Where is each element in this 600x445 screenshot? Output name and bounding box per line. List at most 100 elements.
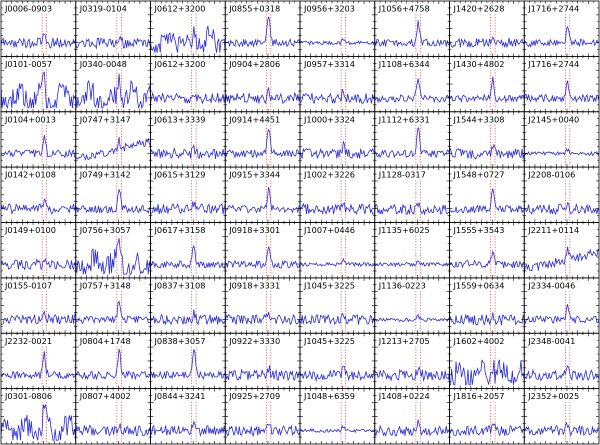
panel-label: J1112+6331 bbox=[378, 114, 430, 124]
panel-label: J1213+2705 bbox=[378, 336, 430, 346]
spectrum-line bbox=[374, 78, 450, 104]
spectrum-panel: J0613+3339 bbox=[150, 111, 226, 168]
panel-label: J0613+3339 bbox=[154, 114, 206, 124]
spectrum-panel: J1420+2628 bbox=[449, 0, 525, 57]
spectrum-panel: J0918+3331 bbox=[224, 277, 301, 334]
panel-label: J2232-0021 bbox=[4, 336, 52, 346]
spectrum-line bbox=[524, 80, 599, 103]
spectrum-panel: J2232-0021 bbox=[0, 332, 77, 390]
spectrum-panel: J2145+0040 bbox=[523, 111, 600, 168]
spectrum-line bbox=[449, 188, 525, 214]
spectrum-line bbox=[1, 33, 76, 49]
spectrum-panel: J2334-0046 bbox=[523, 277, 600, 334]
panel-label: J1420+2628 bbox=[453, 4, 505, 14]
spectrum-line bbox=[1, 198, 76, 215]
spectrum-panel: J0104+0013 bbox=[0, 111, 77, 168]
panel-label: J0149+0100 bbox=[4, 225, 56, 235]
spectrum-panel: J0804+1748 bbox=[75, 332, 151, 390]
spectrum-line bbox=[225, 311, 300, 326]
spectrum-line bbox=[374, 202, 450, 216]
panel-label: J1548+0727 bbox=[453, 170, 505, 180]
spectrum-panel: J1408+0224 bbox=[374, 388, 450, 445]
panel-label: J1716+2744 bbox=[527, 59, 579, 69]
spectrum-panel: J0756+3057 bbox=[75, 222, 151, 279]
spectrum-panel: J1045+3225 bbox=[299, 332, 376, 390]
spectrum-panel: J1048+6359 bbox=[299, 388, 376, 445]
spectrum-line bbox=[300, 424, 375, 434]
panel-label: J0747+3147 bbox=[79, 114, 131, 124]
spectrum-panel: J0101-0057 bbox=[0, 55, 77, 113]
spectrum-line bbox=[225, 128, 300, 159]
spectrum-panel: J1045+3225 bbox=[299, 277, 376, 334]
spectrum-panel: J0749+3142 bbox=[75, 166, 151, 223]
spectrum-panel: J2211+0114 bbox=[523, 222, 600, 279]
spectrum-line bbox=[524, 421, 599, 437]
panel-label: J0957+3314 bbox=[303, 59, 355, 69]
spectrum-line bbox=[225, 87, 300, 105]
spectrum-panel: J2208-0106 bbox=[523, 166, 600, 223]
panel-label: J0914+4451 bbox=[228, 114, 280, 124]
spectrum-panel: J0957+3314 bbox=[299, 55, 376, 113]
panel-label: J0142+0108 bbox=[4, 170, 56, 180]
spectrum-line bbox=[524, 25, 599, 48]
spectrum-panel: J0319-0104 bbox=[75, 0, 151, 57]
panel-label: J0956+3203 bbox=[303, 4, 355, 14]
panel-label: J0612+3200 bbox=[154, 59, 206, 69]
spectrum-line bbox=[300, 365, 375, 382]
spectrum-line bbox=[225, 365, 300, 382]
spectrum-panel: J0925+2709 bbox=[224, 388, 301, 445]
spectrum-panel: J1716+2744 bbox=[523, 0, 600, 57]
spectrum-line bbox=[449, 359, 525, 386]
panel-label: J0319-0104 bbox=[79, 4, 127, 14]
spectrum-panel: J2348-0041 bbox=[523, 332, 600, 390]
spectrum-panel: J1716+2744 bbox=[523, 55, 600, 113]
panel-label: J1555+3543 bbox=[453, 225, 505, 235]
spectrum-panel: J0301-0806 bbox=[0, 388, 77, 445]
spectrum-line bbox=[75, 348, 151, 381]
spectrum-line bbox=[150, 420, 226, 437]
spectrum-line bbox=[300, 257, 375, 268]
panel-label: J1045+3225 bbox=[303, 280, 355, 290]
spectrum-panel: J0149+0100 bbox=[0, 222, 77, 279]
spectrum-line bbox=[449, 249, 525, 269]
spectrum-panel: J1213+2705 bbox=[374, 332, 450, 390]
spectrum-line bbox=[150, 244, 226, 269]
spectrum-panel: J1548+0727 bbox=[449, 166, 525, 223]
panel-label: J0101-0057 bbox=[4, 59, 52, 69]
panel-label: J1048+6359 bbox=[303, 391, 355, 401]
spectrum-panel: J1135+6025 bbox=[374, 222, 450, 279]
panel-label: J0617+3158 bbox=[154, 225, 206, 235]
spectrum-line bbox=[524, 246, 599, 274]
spectrum-panel: J0006-0903 bbox=[0, 0, 77, 57]
panel-label: J1716+2744 bbox=[527, 4, 579, 14]
spectrum-line bbox=[524, 148, 599, 157]
panel-label: J0844+3241 bbox=[154, 391, 206, 401]
spectrum-line bbox=[374, 419, 450, 437]
spectrum-line bbox=[1, 310, 76, 325]
panel-label: J1002+3226 bbox=[303, 170, 355, 180]
panel-label: J2352+0025 bbox=[527, 391, 579, 401]
spectrum-panel: J0155-0107 bbox=[0, 277, 77, 334]
spectrum-line bbox=[150, 201, 226, 215]
panel-label: J1136-0223 bbox=[378, 280, 426, 290]
spectrum-panel: J0747+3147 bbox=[75, 111, 151, 168]
panel-label: J1135+6025 bbox=[378, 225, 430, 235]
spectrum-line bbox=[225, 186, 300, 214]
spectrum-line bbox=[449, 423, 525, 437]
spectrum-panel: J0612+3200 bbox=[150, 55, 226, 113]
spectrum-line bbox=[449, 312, 525, 326]
spectrum-panel: J1544+3308 bbox=[449, 111, 525, 168]
spectrum-line bbox=[524, 304, 599, 325]
panel-label: J1430+4802 bbox=[453, 59, 505, 69]
panel-label: J0301-0806 bbox=[4, 391, 52, 401]
spectrum-line bbox=[225, 423, 300, 437]
panel-label: J0904+2806 bbox=[228, 59, 280, 69]
spectrum-panel: J1108+6344 bbox=[374, 55, 450, 113]
panel-label: J0807+4002 bbox=[79, 391, 131, 401]
spectrum-panel: J1000+3324 bbox=[299, 111, 376, 168]
panel-label: J0838+3057 bbox=[154, 336, 206, 346]
spectrum-line bbox=[300, 37, 375, 46]
spectrum-line bbox=[374, 260, 450, 268]
spectrum-line bbox=[75, 137, 151, 161]
spectrum-panel: J0844+3241 bbox=[150, 388, 226, 445]
